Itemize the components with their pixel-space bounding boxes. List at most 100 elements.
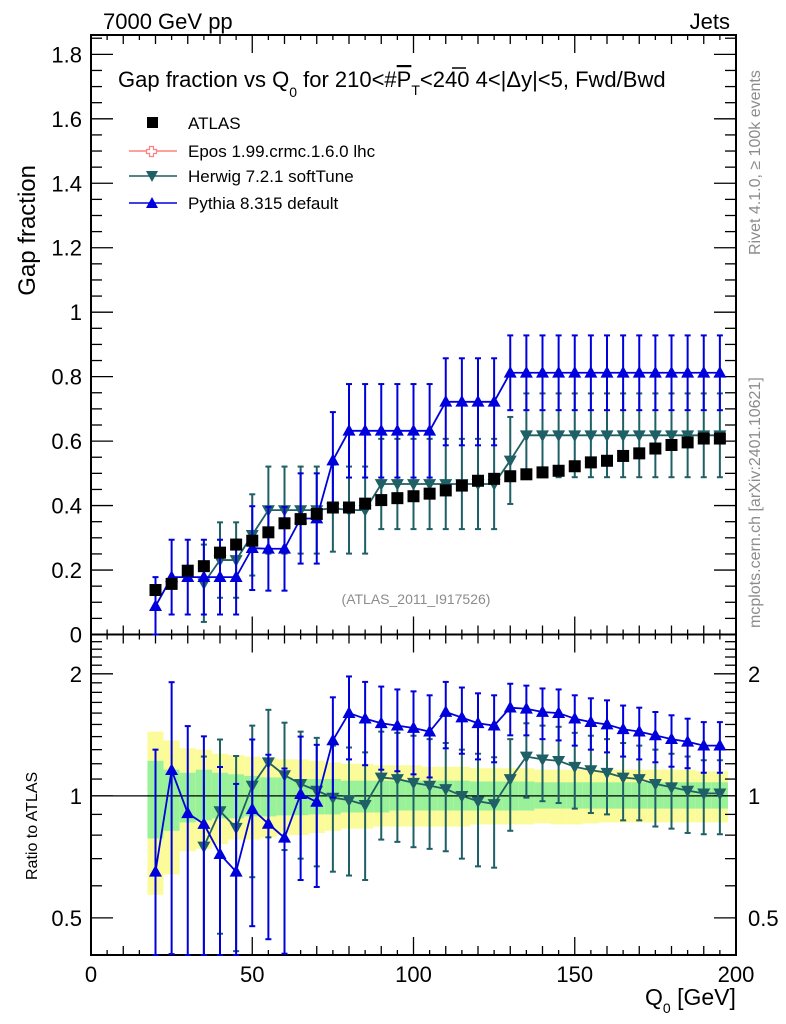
pythia-ratio-point [423,724,437,737]
atlas-data-point [310,507,323,520]
herwig-ratio-point [423,780,437,793]
pythia-ratio-point [455,710,469,723]
herwig-main-point [648,430,662,443]
xlabel-q: Q [645,984,663,1010]
atlas-data-point [633,447,646,460]
x-tick-label: 100 [395,962,432,987]
main-ytick-label: 1.6 [51,107,82,132]
pythia-ratio-point [681,734,695,747]
xlabel-unit: [GeV] [671,984,736,1010]
legend-herwig-label: Herwig 7.2.1 softTune [188,167,354,186]
pythia-ratio-point [600,717,614,730]
main-ylabel: Gap fraction [14,165,41,296]
pythia-main-point [390,423,404,436]
atlas-data-point [552,464,565,477]
herwig-ratio-point [552,755,566,768]
pythia-main-point [713,365,727,378]
atlas-data-point [713,432,726,445]
herwig-ratio-point [681,785,695,798]
pythia-ratio-point [358,711,372,724]
pythia-main-point [600,365,614,378]
herwig-ratio-point [487,799,501,811]
pythia-ratio-point [648,728,662,741]
herwig-main-point [600,430,614,443]
herwig-main-point [552,430,566,443]
atlas-data-point [262,526,275,539]
title-part-p: P [397,67,412,92]
main-ytick-label: 0 [70,623,82,648]
title-part-a: Gap fraction vs Q [118,67,289,92]
herwig-main-point [681,430,695,443]
main-ytick-label: 0.2 [51,558,82,583]
herwig-ratio-point [632,774,646,786]
ratio-ytick-label-right: 0.5 [748,906,779,931]
legend: ATLAS Epos 1.99.crmc.1.6.0 lhc Herwig 7.… [129,114,376,213]
atlas-data-point [230,538,243,551]
pythia-main-point [374,423,388,436]
herwig-ratio-point [616,772,630,785]
herwig-main-point [584,430,598,443]
pythia-ratio-point [374,716,388,729]
pythia-ratio-point [503,700,517,713]
atlas-data-point [504,470,517,483]
pythia-ratio-point [165,763,179,776]
herwig-main-point [374,479,388,491]
atlas-data-point [455,479,468,492]
title-part-c: <240 4<|Δy|<5, Fwd/Bwd [420,67,666,92]
atlas-data-point [649,442,662,455]
pythia-main-point [213,570,227,583]
legend-epos-label: Epos 1.99.crmc.1.6.0 lhc [188,142,376,161]
herwig-ratio-point [390,774,404,786]
herwig-main-point [632,430,646,443]
herwig-ratio-point [342,795,356,807]
pythia-main-point [197,570,211,583]
main-ytick-label: 1.2 [51,236,82,261]
atlas-data-point [665,438,678,451]
atlas-data-point [697,432,710,445]
pythia-ratio-point [584,715,598,727]
header-process: Jets [690,9,730,34]
main-ytick-label: 1.4 [51,171,82,196]
legend-atlas-marker [147,117,158,128]
herwig-ratio-point [648,779,662,791]
atlas-data-point [617,449,630,462]
atlas-data-point [391,492,404,505]
x-tick-label: 150 [556,962,593,987]
pythia-ratio-point [197,817,211,829]
pythia-ratio-point [326,733,340,746]
atlas-data-point [601,454,613,467]
pythia-ratio-point [552,706,566,718]
legend-herwig-marker [146,171,158,182]
pythia-ratio-point [294,787,308,799]
x-tick-label: 200 [718,962,755,987]
herwig-ratio-point [407,777,420,790]
pythia-main-point [681,365,695,378]
pythia-ratio-point [713,738,727,751]
pythia-main-line [154,371,720,607]
legend-epos-marker [145,145,158,158]
atlas-data-point [407,490,420,503]
atlas-data-point [423,487,436,500]
ratio-ytick-label: 0.5 [51,906,82,931]
legend-pythia-marker [146,197,158,208]
atlas-data-point [359,497,372,510]
pythia-ratio-point [278,830,291,843]
pythia-ratio-point [310,795,324,807]
main-ytick-label: 1.8 [51,42,82,67]
analysis-label: (ATLAS_2011_I917526) [342,591,491,607]
x-axis-label: Q0 [GeV] [645,984,736,1016]
pythia-ratio-point [632,724,646,737]
atlas-data-point [197,560,210,573]
atlas-data-point [326,501,339,514]
pythia-main-point [326,453,340,466]
pythia-main-point [229,570,243,583]
pythia-ratio-point [616,722,630,735]
pythia-main-point [149,599,162,612]
pythia-ratio-point [149,864,162,877]
herwig-ratio-point [665,782,678,795]
atlas-data-point [278,517,291,530]
header-energy: 7000 GeV pp [103,9,233,34]
herwig-main-point [407,479,420,491]
pythia-main-point [487,394,501,407]
ratio-ytick-label-right: 2 [748,662,760,687]
